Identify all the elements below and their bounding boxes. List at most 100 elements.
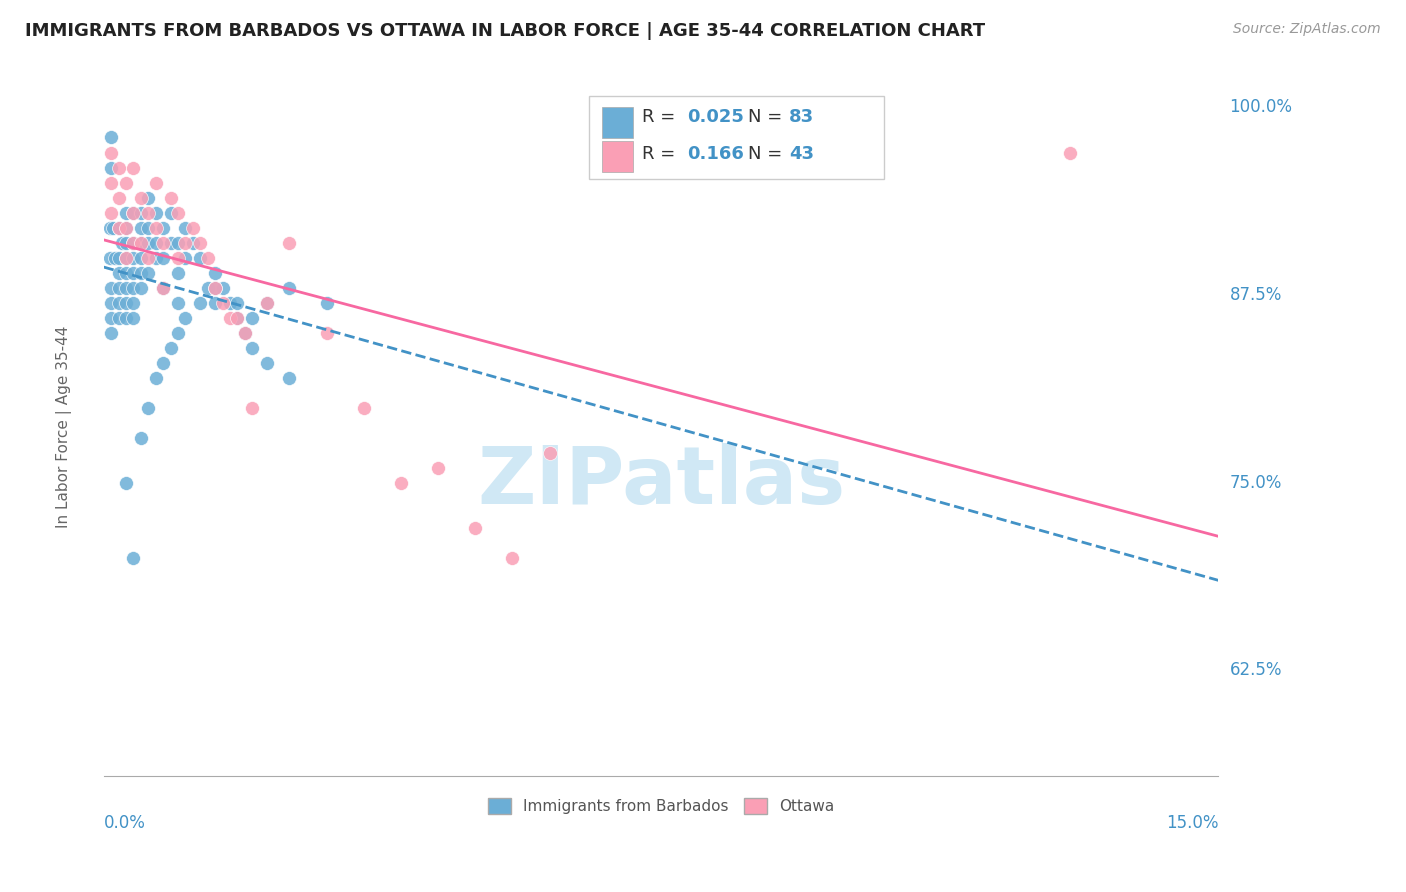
Point bbox=[107, 190, 129, 204]
Point bbox=[107, 220, 129, 235]
Point bbox=[129, 220, 152, 235]
Point bbox=[122, 161, 145, 175]
Point bbox=[115, 205, 138, 219]
Text: IMMIGRANTS FROM BARBADOS VS OTTAWA IN LABOR FORCE | AGE 35-44 CORRELATION CHART: IMMIGRANTS FROM BARBADOS VS OTTAWA IN LA… bbox=[25, 22, 986, 40]
Point bbox=[104, 251, 127, 265]
Point bbox=[115, 310, 138, 325]
Point bbox=[538, 446, 561, 460]
Point bbox=[136, 205, 159, 219]
Point bbox=[256, 295, 278, 310]
Point bbox=[100, 326, 122, 340]
Point bbox=[197, 251, 219, 265]
Point bbox=[115, 251, 138, 265]
Point bbox=[464, 521, 486, 535]
Point bbox=[188, 235, 211, 250]
Point bbox=[100, 251, 122, 265]
Point bbox=[145, 370, 167, 384]
Point bbox=[204, 280, 226, 294]
Point bbox=[167, 266, 190, 280]
Point bbox=[122, 251, 145, 265]
Point bbox=[167, 295, 190, 310]
FancyBboxPatch shape bbox=[602, 141, 633, 171]
Point bbox=[145, 235, 167, 250]
Point bbox=[100, 205, 122, 219]
Text: N =: N = bbox=[748, 108, 787, 127]
Point bbox=[226, 310, 249, 325]
Point bbox=[152, 235, 174, 250]
Point bbox=[501, 550, 523, 565]
Point bbox=[107, 161, 129, 175]
Point bbox=[204, 280, 226, 294]
Point bbox=[115, 280, 138, 294]
Text: 15.0%: 15.0% bbox=[1166, 814, 1219, 832]
Text: 87.5%: 87.5% bbox=[1230, 286, 1282, 304]
Point bbox=[188, 251, 211, 265]
Point bbox=[197, 280, 219, 294]
Text: 75.0%: 75.0% bbox=[1230, 474, 1282, 491]
Point bbox=[145, 176, 167, 190]
Point bbox=[233, 326, 256, 340]
Point bbox=[240, 341, 263, 355]
Point bbox=[122, 205, 145, 219]
Point bbox=[122, 205, 145, 219]
Point bbox=[129, 205, 152, 219]
Point bbox=[129, 235, 152, 250]
Point bbox=[152, 251, 174, 265]
Point bbox=[100, 310, 122, 325]
Point bbox=[226, 310, 249, 325]
Point bbox=[145, 205, 167, 219]
Point bbox=[167, 251, 190, 265]
Point bbox=[122, 310, 145, 325]
Point bbox=[136, 220, 159, 235]
Point bbox=[100, 145, 122, 160]
Text: N =: N = bbox=[748, 145, 787, 162]
Point bbox=[188, 295, 211, 310]
Point bbox=[174, 220, 197, 235]
Point bbox=[152, 220, 174, 235]
Point bbox=[256, 356, 278, 370]
Point bbox=[145, 251, 167, 265]
Point bbox=[427, 460, 450, 475]
Point bbox=[129, 235, 152, 250]
Point bbox=[111, 235, 134, 250]
Point bbox=[159, 235, 181, 250]
Point bbox=[122, 280, 145, 294]
Text: 100.0%: 100.0% bbox=[1230, 98, 1292, 117]
Point bbox=[107, 280, 129, 294]
Point bbox=[107, 310, 129, 325]
Point bbox=[152, 356, 174, 370]
Point bbox=[122, 550, 145, 565]
Point bbox=[107, 220, 129, 235]
Point bbox=[136, 401, 159, 415]
Point bbox=[167, 205, 190, 219]
Text: In Labor Force | Age 35-44: In Labor Force | Age 35-44 bbox=[56, 326, 73, 528]
Point bbox=[145, 220, 167, 235]
Point bbox=[204, 295, 226, 310]
Text: 43: 43 bbox=[789, 145, 814, 162]
Point bbox=[152, 280, 174, 294]
Point bbox=[278, 370, 301, 384]
Point bbox=[107, 295, 129, 310]
Point bbox=[315, 295, 337, 310]
Point bbox=[211, 295, 233, 310]
Point bbox=[122, 266, 145, 280]
Point bbox=[167, 235, 190, 250]
Point bbox=[115, 251, 138, 265]
Point bbox=[136, 190, 159, 204]
Text: R =: R = bbox=[643, 108, 681, 127]
Point bbox=[278, 280, 301, 294]
Point bbox=[1059, 145, 1081, 160]
Text: 0.025: 0.025 bbox=[686, 108, 744, 127]
Point bbox=[181, 235, 204, 250]
Point bbox=[107, 251, 129, 265]
Point bbox=[115, 475, 138, 490]
Text: 62.5%: 62.5% bbox=[1230, 662, 1282, 680]
Point bbox=[159, 205, 181, 219]
Point bbox=[219, 310, 242, 325]
Text: R =: R = bbox=[643, 145, 681, 162]
Point bbox=[129, 251, 152, 265]
Point bbox=[174, 251, 197, 265]
Point bbox=[315, 326, 337, 340]
Point bbox=[115, 176, 138, 190]
Point bbox=[256, 295, 278, 310]
